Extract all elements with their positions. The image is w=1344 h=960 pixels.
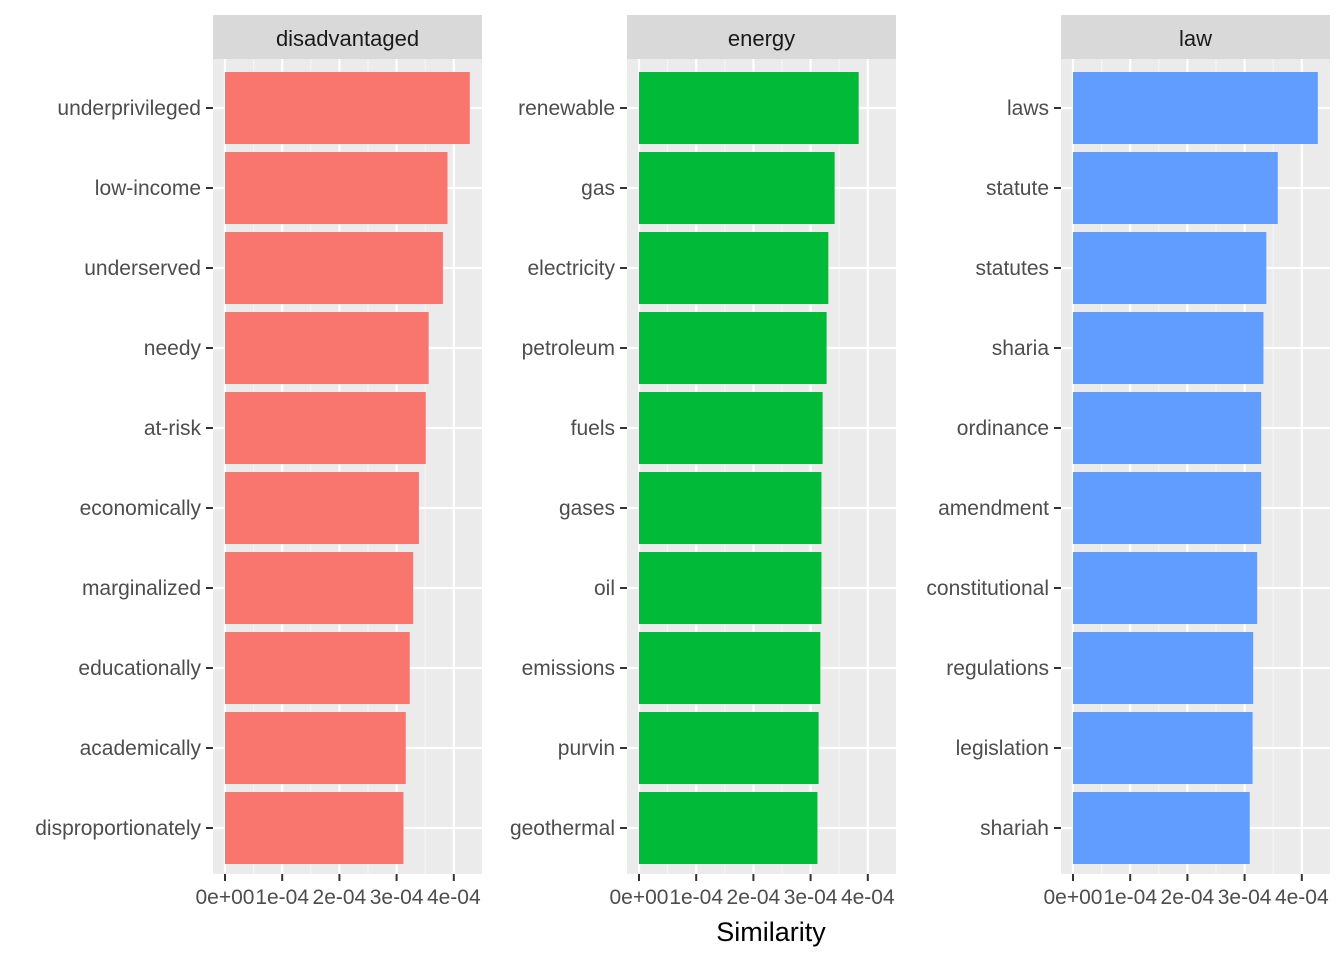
facet-strip bbox=[213, 15, 482, 59]
y-tick-label: educationally bbox=[78, 657, 201, 680]
y-tick-label: oil bbox=[594, 577, 615, 600]
y-tick-label: legislation bbox=[956, 737, 1049, 760]
bar bbox=[225, 472, 419, 544]
y-tick-label: disproportionately bbox=[35, 817, 201, 840]
x-tick-label: 1e-04 bbox=[1103, 886, 1157, 909]
y-tick-label: renewable bbox=[518, 97, 615, 120]
bar bbox=[1073, 632, 1254, 704]
facet-panel-disadvantaged: disadvantaged underprivileged low-income un… bbox=[35, 15, 482, 909]
x-tick-label: 4e-04 bbox=[427, 886, 481, 909]
bar bbox=[1073, 472, 1262, 544]
y-tick-label: ordinance bbox=[957, 417, 1049, 440]
y-tick-label: electricity bbox=[527, 257, 615, 280]
x-tick-label: 0e+00 bbox=[1044, 886, 1103, 909]
bar bbox=[225, 312, 429, 384]
facet-strip-label: energy bbox=[728, 26, 795, 51]
y-tick-label: statutes bbox=[975, 257, 1049, 280]
bar bbox=[225, 232, 443, 304]
bar bbox=[225, 632, 410, 704]
bar bbox=[225, 72, 470, 144]
y-tick-label: at-risk bbox=[144, 417, 202, 440]
y-tick-label: shariah bbox=[980, 817, 1049, 840]
y-tick-label: gases bbox=[559, 497, 615, 520]
bar bbox=[225, 712, 406, 784]
y-tick-label: gas bbox=[581, 177, 615, 200]
y-tick-label: regulations bbox=[946, 657, 1049, 680]
bar bbox=[1073, 72, 1318, 144]
bar bbox=[639, 552, 822, 624]
facet-panel-energy: energy renewable gas electricity petroleum fu… bbox=[510, 15, 896, 909]
y-tick-label: sharia bbox=[992, 337, 1050, 360]
bar bbox=[225, 152, 448, 224]
x-tick-label: 3e-04 bbox=[370, 886, 424, 909]
y-tick-label: purvin bbox=[558, 737, 615, 760]
bar bbox=[639, 312, 827, 384]
x-tick-label: 2e-04 bbox=[1161, 886, 1215, 909]
facet-strip-label: law bbox=[1179, 26, 1212, 51]
y-tick-label: economically bbox=[80, 497, 202, 520]
bar bbox=[639, 632, 821, 704]
facet-strip bbox=[1061, 15, 1330, 59]
x-tick-label: 2e-04 bbox=[727, 886, 781, 909]
y-tick-label: underprivileged bbox=[57, 97, 201, 120]
y-tick-label: marginalized bbox=[82, 577, 201, 600]
y-tick-label: fuels bbox=[571, 417, 615, 440]
x-tick-label: 3e-04 bbox=[784, 886, 838, 909]
facet-strip bbox=[627, 15, 896, 59]
bar bbox=[639, 712, 819, 784]
x-axis-title: Similarity bbox=[716, 917, 826, 947]
y-tick-label: underserved bbox=[84, 257, 201, 280]
facet-strip-label: disadvantaged bbox=[276, 26, 419, 51]
y-tick-label: geothermal bbox=[510, 817, 615, 840]
y-tick-label: petroleum bbox=[522, 337, 615, 360]
y-tick-label: constitutional bbox=[926, 577, 1049, 600]
bar bbox=[1073, 712, 1253, 784]
bar bbox=[225, 792, 404, 864]
x-tick-label: 0e+00 bbox=[196, 886, 255, 909]
y-tick-label: amendment bbox=[938, 497, 1049, 520]
bar bbox=[225, 392, 426, 464]
y-tick-label: emissions bbox=[522, 657, 615, 680]
x-tick-label: 1e-04 bbox=[255, 886, 309, 909]
facet-panel-law: law laws statute statutes sharia ordinance ame… bbox=[926, 15, 1330, 909]
bar bbox=[639, 232, 829, 304]
x-tick-label: 2e-04 bbox=[313, 886, 367, 909]
y-tick-label: low-income bbox=[95, 177, 201, 200]
y-tick-label: needy bbox=[144, 337, 202, 360]
y-tick-label: statute bbox=[986, 177, 1049, 200]
bar bbox=[1073, 792, 1250, 864]
x-tick-label: 0e+00 bbox=[610, 886, 669, 909]
x-tick-label: 4e-04 bbox=[1275, 886, 1329, 909]
bar bbox=[1073, 392, 1262, 464]
bar bbox=[1073, 552, 1258, 624]
x-tick-label: 4e-04 bbox=[841, 886, 895, 909]
bar bbox=[225, 552, 414, 624]
bar bbox=[1073, 232, 1267, 304]
bar bbox=[639, 792, 818, 864]
x-tick-label: 3e-04 bbox=[1218, 886, 1272, 909]
bar bbox=[639, 152, 835, 224]
bar bbox=[639, 392, 823, 464]
x-tick-label: 1e-04 bbox=[669, 886, 723, 909]
y-tick-label: academically bbox=[80, 737, 202, 760]
bar bbox=[639, 472, 822, 544]
bar bbox=[639, 72, 859, 144]
y-tick-label: laws bbox=[1007, 97, 1049, 120]
bar bbox=[1073, 152, 1278, 224]
bar bbox=[1073, 312, 1264, 384]
